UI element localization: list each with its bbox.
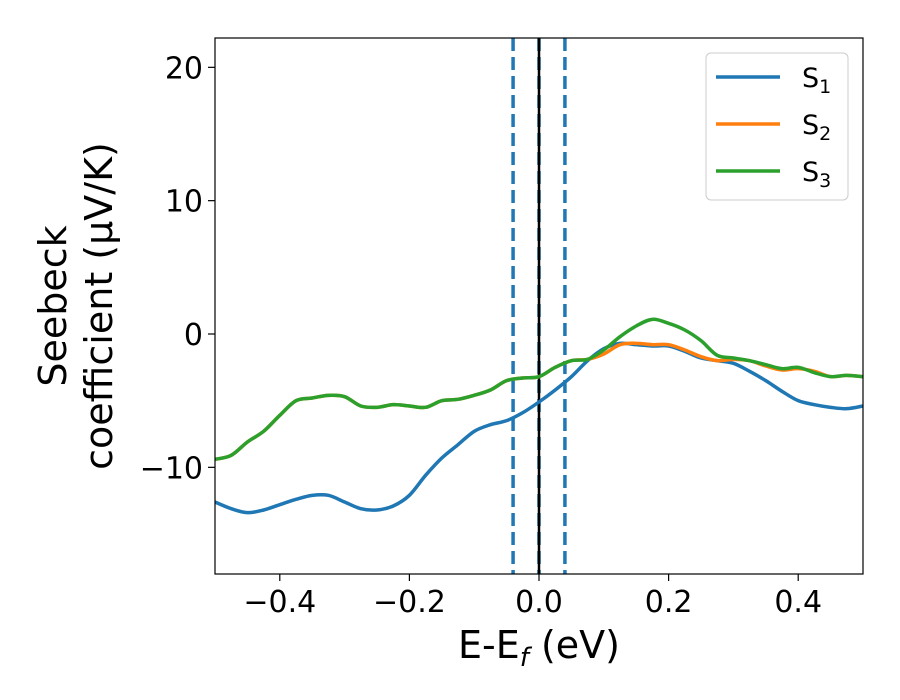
series-line-s3	[215, 317, 863, 462]
x-tick-label: 0.2	[645, 585, 693, 620]
x-tick-label: −0.4	[243, 585, 316, 620]
legend-label-s2: S2	[802, 110, 831, 145]
legend-box	[705, 52, 849, 201]
x-tick-label: 0.4	[774, 585, 822, 620]
y-axis-title-line1: Seebeck	[31, 225, 75, 386]
x-axis: −0.4 −0.2 0.0 0.2 0.4	[243, 574, 822, 620]
legend-label-s3: S3	[802, 157, 831, 192]
x-axis-title-base: E-E	[458, 623, 520, 667]
y-axis: −10 0 10 20	[140, 51, 215, 486]
series-line-s1	[215, 341, 863, 515]
y-tick-label: 20	[165, 51, 203, 86]
x-tick-label: −0.2	[373, 585, 446, 620]
y-tick-label: 10	[165, 185, 203, 220]
legend-label-s1: S1	[802, 63, 831, 98]
x-tick-label: 0.0	[515, 585, 563, 620]
legend: S1 S2 S3	[705, 52, 849, 201]
y-tick-label: 0	[184, 318, 203, 353]
series-group	[215, 317, 863, 515]
y-tick-label: −10	[140, 451, 203, 486]
x-axis-title-unit: (eV)	[529, 623, 620, 667]
reference-lines	[511, 38, 567, 574]
x-axis-title: E-Ef (eV)	[458, 623, 620, 673]
y-axis-title-line2: coefficient (μV/K)	[77, 142, 121, 470]
